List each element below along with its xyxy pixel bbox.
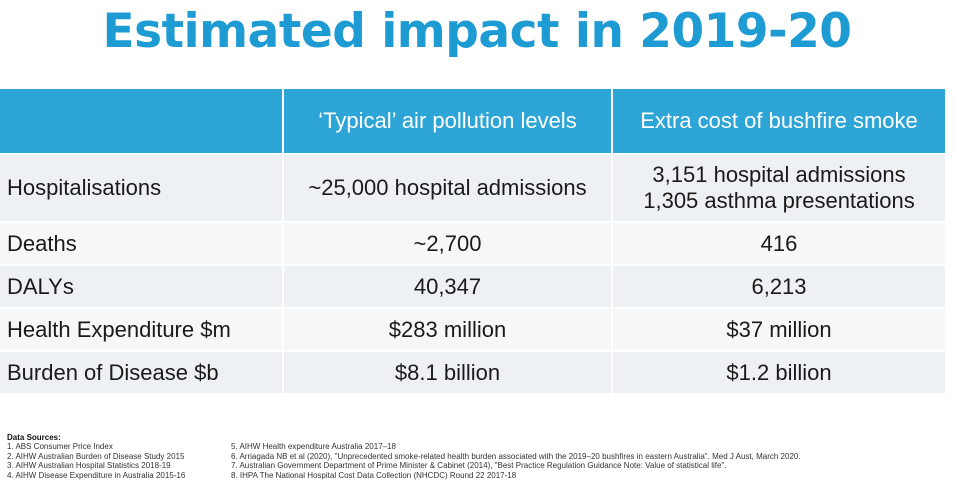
extra-deaths: 416 xyxy=(612,222,947,266)
table-row: DALYs 40,347 6,213 xyxy=(0,265,947,309)
page-title: Estimated impact in 2019-20 xyxy=(102,4,853,59)
source-item: 6. Arriagada NB et al (2020), "Unprecede… xyxy=(231,451,801,461)
row-label-deaths: Deaths xyxy=(0,222,284,266)
header-extra: Extra cost of bushfire smoke xyxy=(612,89,947,155)
extra-burden-of-disease: $1.2 billion xyxy=(612,351,947,395)
typical-health-expenditure: $283 million xyxy=(283,308,613,352)
sources-right-column: 5. AIHW Health expenditure Australia 201… xyxy=(231,442,931,480)
extra-dalys: 6,213 xyxy=(612,265,947,309)
row-label-burden-of-disease: Burden of Disease $b xyxy=(0,351,284,395)
typical-deaths: ~2,700 xyxy=(283,222,613,266)
extra-health-expenditure: $37 million xyxy=(612,308,947,352)
header-blank xyxy=(0,89,284,155)
source-item: 1. ABS Consumer Price Index xyxy=(7,442,113,452)
typical-hospitalisations: ~25,000 hospital admissions xyxy=(283,154,613,223)
data-sources: Data Sources: 1. ABS Consumer Price Inde… xyxy=(7,433,947,480)
table-row: Hospitalisations ~25,000 hospital admiss… xyxy=(0,154,947,223)
table-row: Health Expenditure $m $283 million $37 m… xyxy=(0,308,947,352)
row-label-health-expenditure: Health Expenditure $m xyxy=(0,308,284,352)
sources-left-column: 1. ABS Consumer Price Index 2. AIHW Aust… xyxy=(7,442,231,480)
source-item: 8. IHPA The National Hospital Cost Data … xyxy=(231,470,517,480)
source-item: 3. AIHW Australian Hospital Statistics 2… xyxy=(7,461,171,471)
source-item: 4. AIHW Disease Expenditure in Australia… xyxy=(7,470,186,480)
source-item: 2. AIHW Australian Burden of Disease Stu… xyxy=(7,451,185,461)
typical-burden-of-disease: $8.1 billion xyxy=(283,351,613,395)
extra-hospital-admissions: 3,151 hospital admissions xyxy=(652,162,906,187)
table-row: Deaths ~2,700 416 xyxy=(0,222,947,266)
source-item: 5. AIHW Health expenditure Australia 201… xyxy=(231,442,396,452)
extra-hospitalisations: 3,151 hospital admissions 1,305 asthma p… xyxy=(612,154,947,223)
typical-dalys: 40,347 xyxy=(283,265,613,309)
sources-heading: Data Sources: xyxy=(7,433,61,442)
row-label-dalys: DALYs xyxy=(0,265,284,309)
impact-table: ‘Typical’ air pollution levels Extra cos… xyxy=(0,89,947,395)
source-item: 7. Australian Government Department of P… xyxy=(231,461,727,471)
row-label-hospitalisations: Hospitalisations xyxy=(0,154,284,223)
table-row: Burden of Disease $b $8.1 billion $1.2 b… xyxy=(0,351,947,395)
table-header-row: ‘Typical’ air pollution levels Extra cos… xyxy=(0,89,947,155)
extra-asthma-presentations: 1,305 asthma presentations xyxy=(643,188,915,213)
header-typical: ‘Typical’ air pollution levels xyxy=(283,89,613,155)
